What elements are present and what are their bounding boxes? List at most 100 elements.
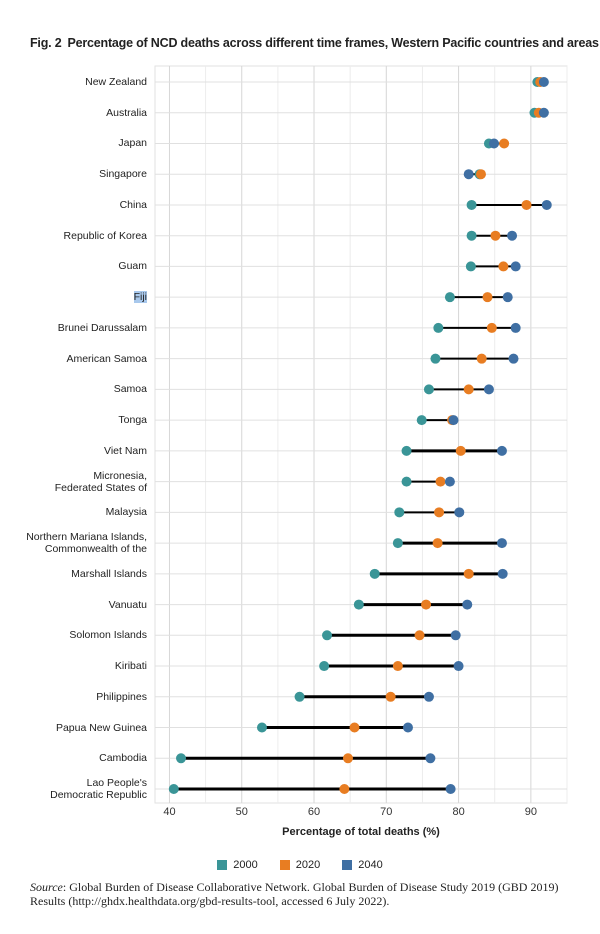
source-text: : Global Burden of Disease Collaborative…	[30, 880, 559, 908]
country-name: Fiji	[133, 291, 147, 304]
point-2020	[432, 538, 443, 549]
point-2000	[401, 445, 412, 456]
legend-item-2040: 2040	[342, 859, 383, 871]
country-name: Japan	[118, 137, 147, 150]
point-2020	[463, 568, 474, 579]
point-2020	[521, 199, 532, 210]
point-2040	[502, 292, 513, 303]
point-2020	[486, 322, 497, 333]
x-tick-label: 90	[525, 806, 537, 818]
country-label: Cambodia	[99, 752, 147, 764]
point-2020	[385, 691, 396, 702]
country-label: Vanuatu	[109, 599, 147, 611]
point-2040	[507, 230, 518, 241]
country-label: Solomon Islands	[69, 629, 147, 641]
point-2020	[414, 630, 425, 641]
point-2000	[423, 384, 434, 395]
country-label: Japan	[118, 137, 147, 149]
point-2040	[402, 722, 413, 733]
country-label: Tonga	[118, 414, 147, 426]
title-text: Percentage of NCD deaths across differen…	[67, 36, 599, 50]
point-2020	[435, 476, 446, 487]
point-2020	[490, 230, 501, 241]
source-label: Source	[30, 880, 63, 894]
point-2000	[176, 753, 187, 764]
legend-label: 2020	[295, 859, 321, 871]
country-label: Marshall Islands	[71, 568, 147, 580]
legend-swatch-2000	[217, 860, 228, 870]
point-2020	[339, 784, 350, 794]
country-label: Papua New Guinea	[56, 722, 147, 734]
point-2000	[401, 476, 412, 487]
chart-title: Fig. 2 Percentage of NCD deaths across di…	[30, 36, 599, 50]
x-tick-label: 70	[380, 806, 392, 818]
point-2000	[466, 199, 477, 210]
legend-label: 2040	[358, 859, 383, 871]
country-name: Vanuatu	[108, 598, 147, 611]
x-axis-title: Percentage of total deaths (%)	[282, 826, 440, 838]
point-2000	[322, 630, 333, 641]
legend-item-2000: 2000	[217, 859, 258, 871]
country-name: Viet Nam	[104, 444, 147, 457]
country-name: Republic of Korea	[63, 229, 147, 242]
x-tick-label: 50	[236, 806, 248, 818]
point-2040	[462, 599, 473, 610]
country-label: American Samoa	[66, 353, 147, 365]
point-2000	[319, 661, 330, 672]
country-label: Samoa	[114, 383, 147, 395]
country-name: Malaysia	[105, 506, 147, 519]
point-2040	[510, 322, 521, 333]
point-2040	[541, 199, 552, 210]
point-2000	[256, 722, 267, 733]
country-label: Viet Nam	[104, 445, 147, 457]
point-2000	[394, 507, 405, 518]
point-2020	[482, 292, 493, 303]
figure-number: Fig. 2	[30, 36, 62, 50]
country-name: Tonga	[118, 414, 147, 427]
point-2020	[434, 507, 445, 518]
point-2040	[453, 661, 464, 672]
country-name: Northern Mariana Islands, Commonwealth o…	[26, 531, 147, 556]
point-2040	[488, 138, 499, 149]
country-name: Lao People's Democratic Republic	[50, 777, 147, 801]
country-name: Marshall Islands	[71, 567, 147, 580]
country-label: Lao People's Democratic Republic	[50, 777, 147, 801]
country-label: Philippines	[96, 691, 147, 703]
country-label: Micronesia, Federated States of	[55, 470, 147, 494]
country-label: China	[120, 199, 147, 211]
country-label: Northern Mariana Islands, Commonwealth o…	[26, 531, 147, 555]
country-name: China	[119, 198, 147, 211]
point-2020	[498, 261, 509, 272]
country-name: Papua New Guinea	[55, 721, 147, 734]
point-2040	[444, 476, 455, 487]
country-label: Kiribati	[115, 660, 147, 672]
country-name: New Zealand	[85, 76, 147, 88]
legend-swatch-2040	[342, 860, 353, 870]
point-2040	[483, 384, 494, 395]
point-2000	[392, 538, 403, 549]
country-label: Australia	[106, 107, 147, 119]
point-2000	[294, 691, 305, 702]
point-2040	[450, 630, 461, 641]
point-2020	[455, 445, 466, 456]
point-2020	[475, 169, 486, 180]
point-2000	[416, 415, 427, 426]
point-2040	[425, 753, 436, 764]
legend: 2000 2020 2040	[0, 859, 600, 871]
point-2020	[476, 353, 487, 364]
country-name: Brunei Darussalam	[57, 321, 147, 334]
point-2020	[499, 138, 510, 149]
country-name: Singapore	[99, 168, 147, 181]
country-name: Samoa	[113, 383, 147, 396]
point-2020	[463, 384, 474, 395]
point-2040	[496, 445, 507, 456]
country-name: Guam	[118, 260, 147, 273]
point-2020	[392, 661, 403, 672]
point-2040	[497, 568, 508, 579]
point-2000	[433, 322, 444, 333]
point-2000	[168, 784, 179, 794]
x-tick-label: 60	[308, 806, 320, 818]
country-label: Fiji	[133, 291, 147, 304]
point-2040	[463, 169, 474, 180]
